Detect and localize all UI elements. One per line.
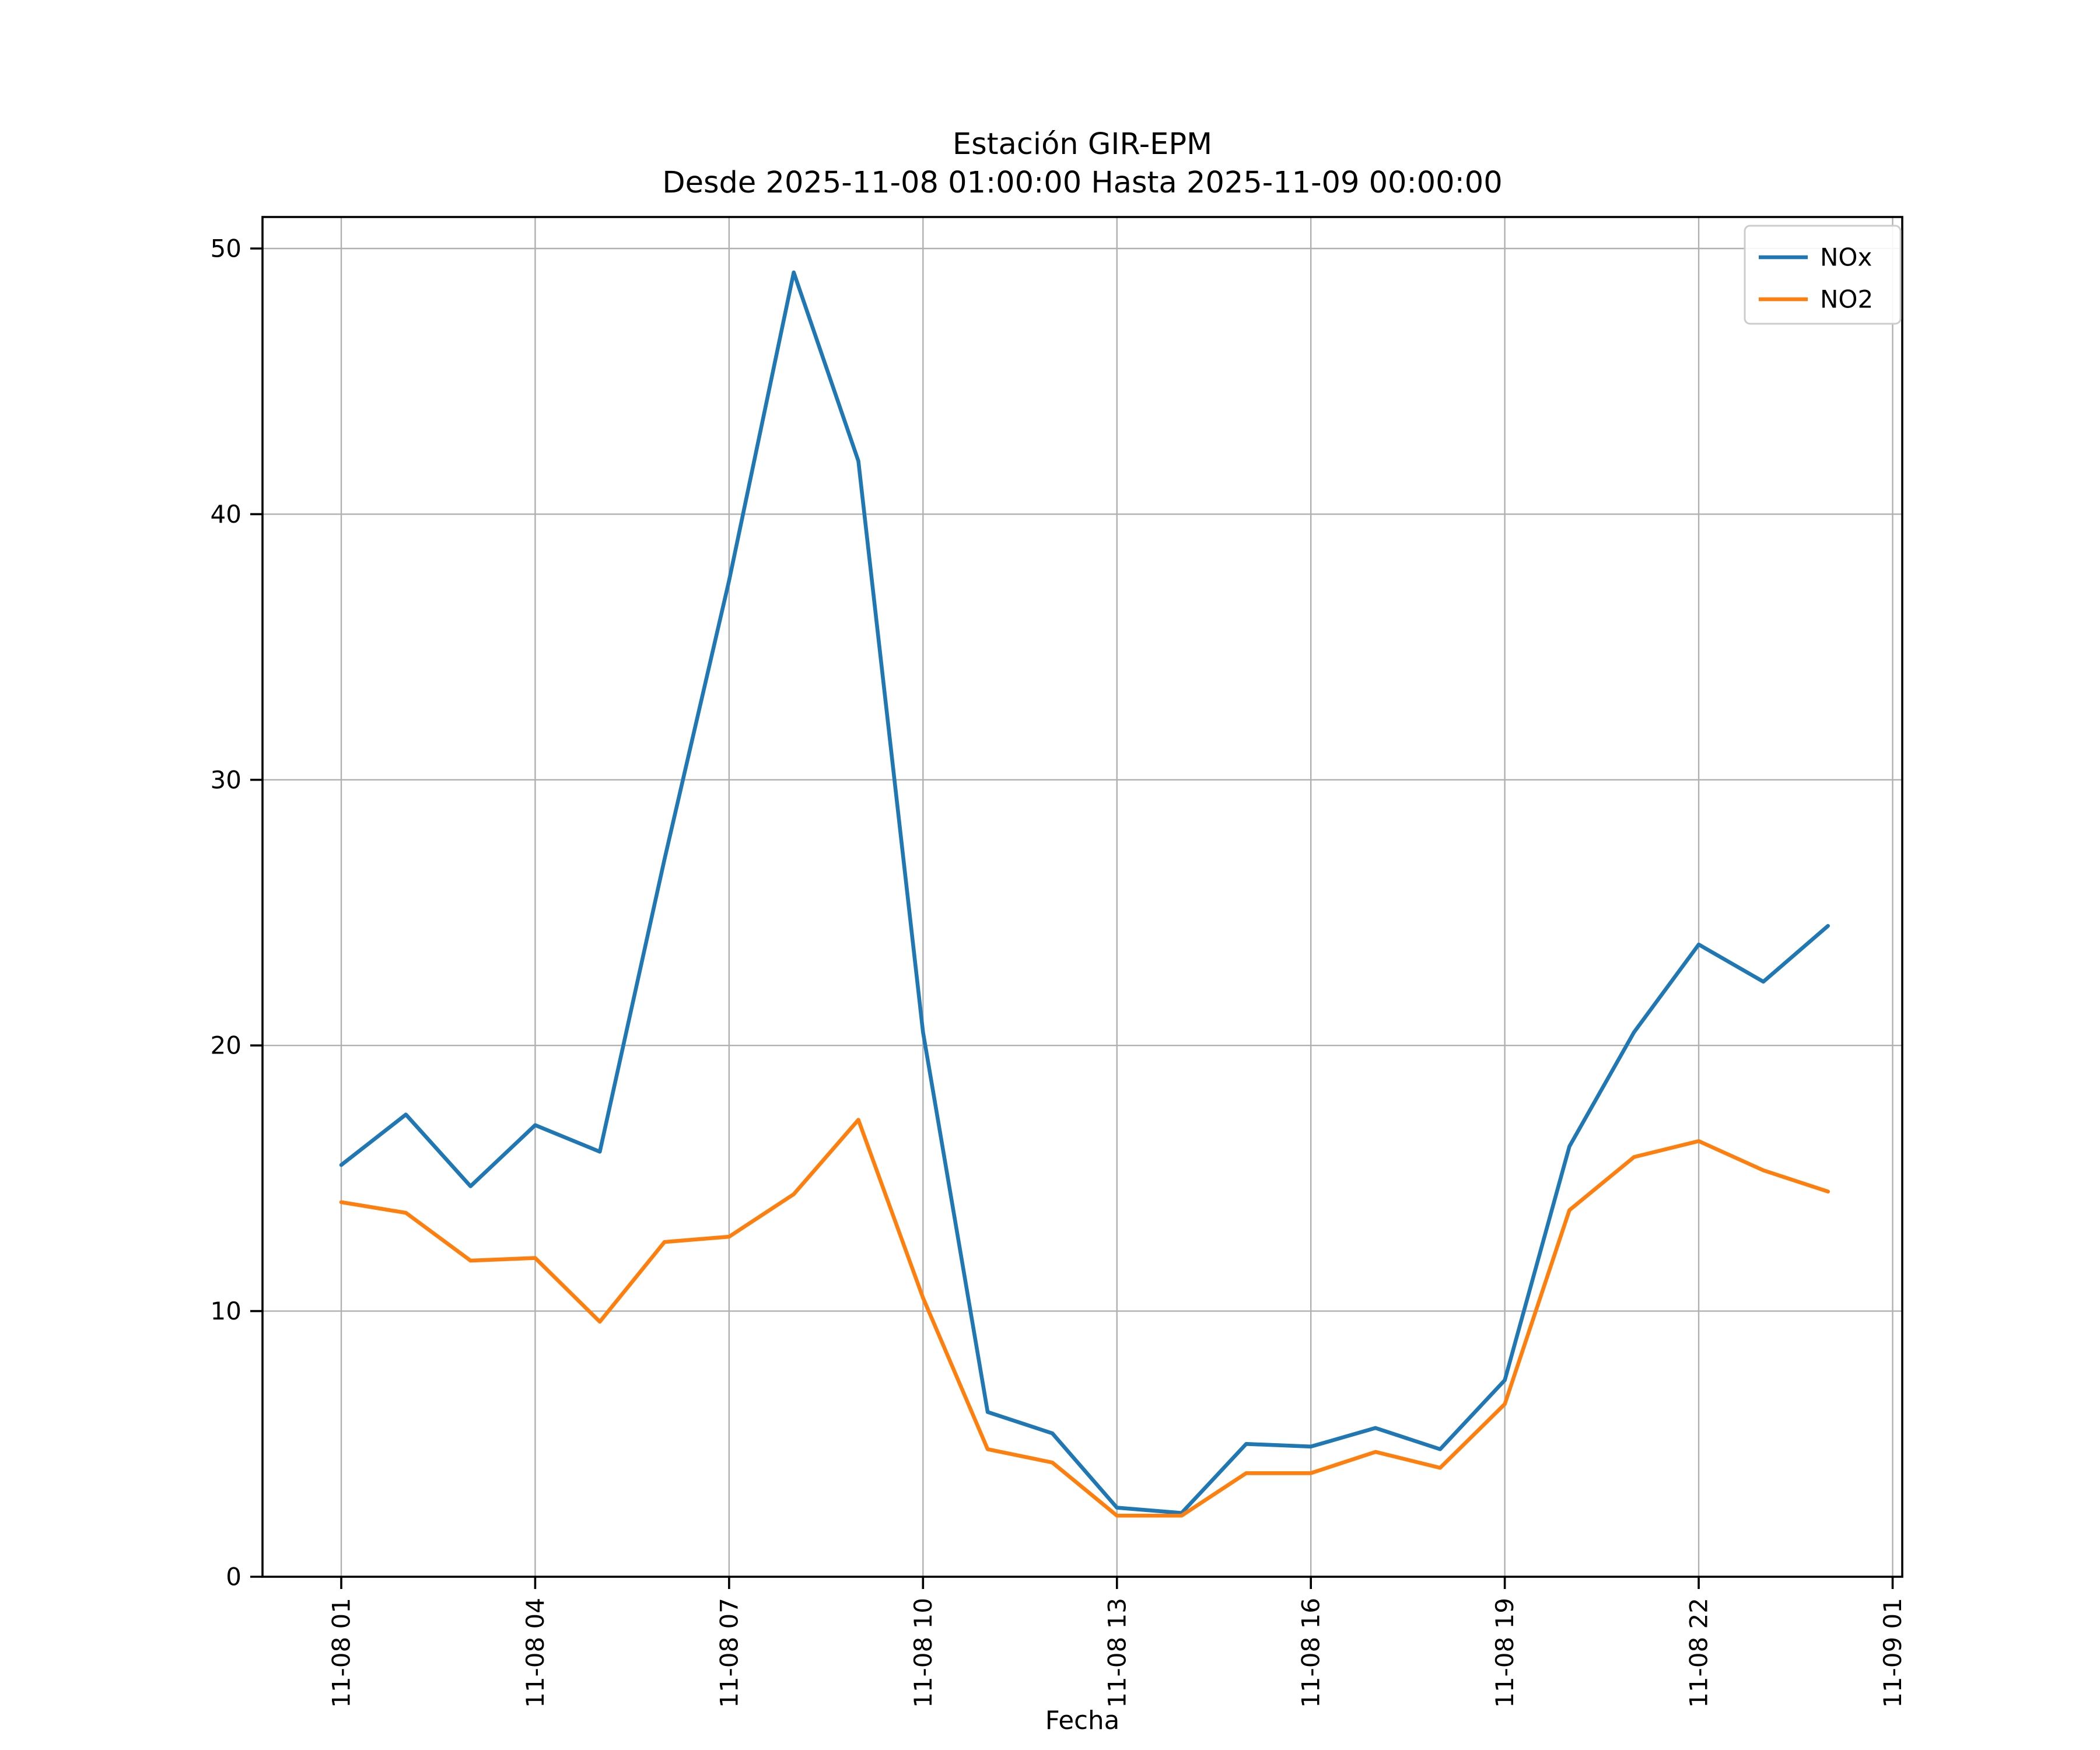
x-tick-label: 11-09 01 bbox=[1878, 1598, 1907, 1708]
y-tick-label: 10 bbox=[211, 1297, 242, 1325]
x-axis-label: Fecha bbox=[1045, 1706, 1120, 1735]
x-tick-label: 11-08 13 bbox=[1102, 1598, 1131, 1708]
x-tick-label: 11-08 10 bbox=[909, 1598, 937, 1708]
y-tick-label: 20 bbox=[211, 1031, 242, 1060]
series-layer bbox=[339, 270, 1830, 1518]
y-tick-label: 0 bbox=[226, 1563, 242, 1591]
x-tick-label: 11-08 01 bbox=[327, 1598, 356, 1708]
y-tick-label: 50 bbox=[211, 235, 242, 263]
y-tick-label: 30 bbox=[211, 765, 242, 794]
chart-title-line1: Estación GIR-EPM bbox=[953, 127, 1212, 162]
chart-title-line2: Desde 2025-11-08 01:00:00 Hasta 2025-11-… bbox=[662, 166, 1502, 200]
axes-frame bbox=[261, 216, 1903, 1578]
ticks-layer: 11-08 01 11-08 04 11-08 07 11-08 10 11-08 13… bbox=[211, 235, 1907, 1708]
grid-layer bbox=[262, 217, 1902, 1578]
x-tick-label: 11-08 16 bbox=[1297, 1598, 1325, 1708]
x-tick-label: 11-08 04 bbox=[521, 1598, 550, 1708]
legend: NOx NO2 bbox=[1744, 225, 1902, 325]
y-tick-label: 40 bbox=[211, 500, 242, 528]
legend-label: NO2 bbox=[1820, 285, 1873, 314]
x-tick-label: 11-08 19 bbox=[1490, 1598, 1519, 1708]
legend-label: NOx bbox=[1820, 243, 1872, 272]
x-tick-label: 11-08 07 bbox=[715, 1598, 743, 1708]
x-tick-label: 11-08 22 bbox=[1685, 1598, 1713, 1708]
series-line-nox bbox=[339, 270, 1830, 1516]
series-line-no2 bbox=[339, 1118, 1830, 1518]
